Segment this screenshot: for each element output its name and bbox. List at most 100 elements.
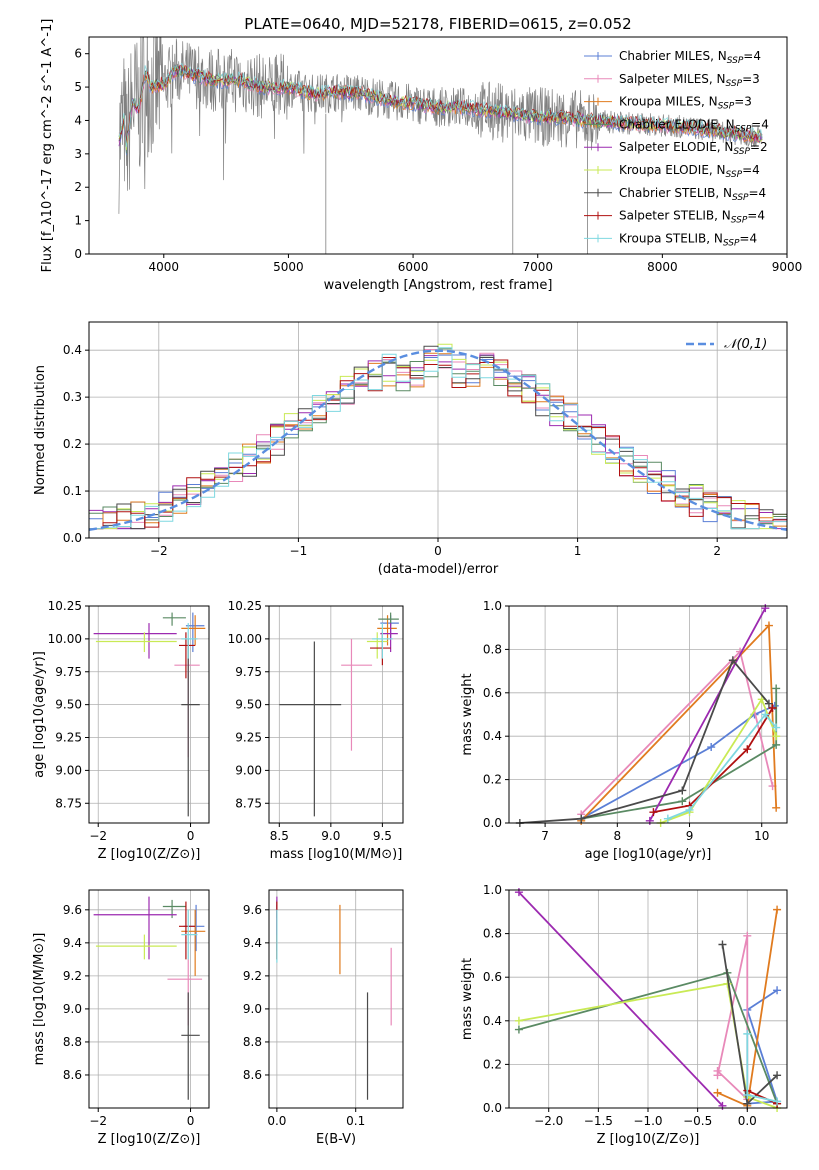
marker-kroupa-stelib [772, 723, 781, 732]
x-tick-label: 9.0 [321, 829, 340, 843]
x-tick-label: 10 [754, 829, 769, 843]
x-tick-label: 0.1 [346, 1114, 365, 1128]
marker-kroupa-elodie [514, 1016, 523, 1025]
panel-mass-vs-EBV: 0.0 0.1 8.6 8.8 9.0 9.2 9.4 9.6 E(B-V) [243, 889, 404, 1147]
y-tick-label: 5 [74, 80, 82, 94]
y-tick-label: 6 [74, 47, 82, 61]
plot-frame [508, 605, 788, 824]
x-axis-label: mass [log10(M/M⊙)] [270, 847, 403, 862]
y-axis-label: mass weight [460, 673, 475, 755]
y-tick-label: 8.8 [243, 1035, 262, 1049]
x-axis-label: wavelength [Angstrom, rest frame] [324, 278, 553, 293]
y-tick-label: 10.00 [48, 632, 82, 646]
marker-kroupa-stelib [743, 1029, 752, 1038]
y-tick-label: 0.6 [483, 686, 502, 700]
marker-kroupa-stelib [761, 710, 770, 719]
y-tick-label: 9.6 [63, 903, 82, 917]
figure-title: PLATE=0640, MJD=52178, FIBERID=0615, z=0… [244, 15, 631, 33]
y-tick-label: 9.75 [55, 665, 82, 679]
marker-kroupa-miles [772, 803, 781, 812]
marker-kroupa-stelib [685, 805, 694, 814]
histograms [89, 343, 787, 531]
points [279, 612, 399, 817]
legend-label: Salpeter MILES, NSSP=3 [619, 72, 760, 89]
hist-kroupa-stelib [89, 347, 787, 530]
y-tick-label: 0.2 [63, 437, 82, 451]
plot-frame [268, 889, 404, 1109]
y-tick-label: 0.0 [63, 531, 82, 545]
marker-chabrier-stelib [678, 786, 687, 795]
y-tick-label: 9.75 [235, 665, 262, 679]
y-tick-label: 8.6 [63, 1068, 82, 1082]
y-tick-label: 4 [74, 113, 82, 127]
y-tick-label: 8.75 [55, 796, 82, 810]
y-tick-label: 8.8 [63, 1035, 82, 1049]
x-tick-label: 2 [713, 544, 721, 558]
line-chabrier-miles [580, 704, 776, 820]
marker-chabrier-elodie [514, 1025, 523, 1034]
line-chabrier-stelib [519, 658, 770, 824]
y-tick-label: 0.0 [483, 816, 502, 830]
line-chabrier-elodie [581, 688, 778, 820]
x-tick-label: 8.5 [270, 829, 289, 843]
points [93, 612, 206, 817]
y-tick-label: 8.75 [235, 796, 262, 810]
y-tick-label: 1.0 [483, 883, 502, 897]
marker-kroupa-miles [773, 905, 782, 914]
marker-kroupa-stelib [663, 814, 672, 823]
panel-age-vs-mass: 8.5 9.0 9.5 8.75 9.00 9.25 9.50 9.75 10.00 10.25 m… [228, 599, 404, 862]
y-axis-label: Flux [f_λ10^-17 erg cm^-2 s^-1 A^-1] [40, 19, 55, 273]
marker-kroupa-elodie [772, 732, 781, 741]
marker-kroupa-miles [764, 621, 773, 630]
y-tick-label: 9.6 [243, 903, 262, 917]
legend-normal-label: 𝒩(0,1) [724, 337, 767, 352]
y-tick-label: 9.00 [55, 763, 82, 777]
line-salpeter-elodie [649, 607, 767, 822]
y-tick-label: 10.00 [228, 632, 262, 646]
line-salpeter-stelib [653, 707, 774, 813]
model-salpeter-stelib [118, 64, 763, 144]
panel-age-vs-Z: −2 0 8.75 9.00 9.25 9.50 9.75 10.00 10.25 Z [log1… [32, 599, 210, 862]
marker-kroupa-miles [713, 1088, 722, 1097]
x-axis-label: (data-model)/error [378, 562, 499, 577]
x-tick-label: 7 [541, 829, 549, 843]
plot-frame [268, 605, 404, 824]
y-tick-label: 0.8 [483, 642, 502, 656]
x-tick-label: 6000 [398, 260, 429, 274]
marker-salpeter-elodie [761, 604, 770, 613]
y-tick-label: 0.4 [483, 729, 502, 743]
y-tick-label: 1 [74, 214, 82, 228]
legend-label: Chabrier STELIB, NSSP=4 [619, 186, 766, 203]
y-tick-label: 0.2 [483, 1057, 502, 1071]
y-tick-label: 9.4 [63, 936, 82, 950]
legend-label: Chabrier ELODIE, NSSP=4 [619, 117, 769, 134]
y-tick-label: 0.6 [483, 970, 502, 984]
x-tick-label: −1.0 [633, 1114, 662, 1128]
points [276, 896, 392, 1100]
legend-label: Salpeter ELODIE, NSSP=2 [619, 140, 768, 157]
legend-label: Kroupa STELIB, NSSP=4 [619, 231, 757, 248]
panel-residuals: −2 −1 0 1 2 0.0 0.1 0.2 0.3 0.4 (data-model)/error… [33, 321, 788, 577]
x-tick-label: −2.0 [534, 1114, 563, 1128]
x-tick-label: 5000 [273, 260, 304, 274]
marker-salpeter-miles [743, 931, 752, 940]
x-tick-label: 0.0 [738, 1114, 757, 1128]
x-tick-label: 0.0 [267, 1114, 286, 1128]
marker-chabrier-stelib [764, 699, 773, 708]
model-kroupa-stelib [118, 62, 763, 148]
marker-salpeter-stelib [768, 703, 777, 712]
line-salpeter-elodie [518, 891, 724, 1107]
y-tick-label: 9.25 [55, 731, 82, 745]
marker-chabrier-stelib [577, 814, 586, 823]
x-axis-label: Z [log10(Z/Z⊙)] [597, 1132, 700, 1147]
x-tick-label: 8 [613, 829, 621, 843]
legend-label: Kroupa MILES, NSSP=3 [619, 95, 752, 112]
legend-label: Salpeter STELIB, NSSP=4 [619, 209, 765, 226]
x-axis-label: E(B-V) [316, 1132, 356, 1147]
marker-chabrier-stelib [718, 940, 727, 949]
marker-chabrier-stelib [773, 1071, 782, 1080]
panel-weight-vs-age: 7 8 9 10 0.0 0.2 0.4 0.6 0.8 1.0 age [log10(age/yr… [460, 599, 788, 862]
y-tick-label: 9.2 [63, 969, 82, 983]
marker-chabrier-miles [773, 986, 782, 995]
y-axis-label: mass [log10(M/M⊙)] [32, 933, 47, 1066]
